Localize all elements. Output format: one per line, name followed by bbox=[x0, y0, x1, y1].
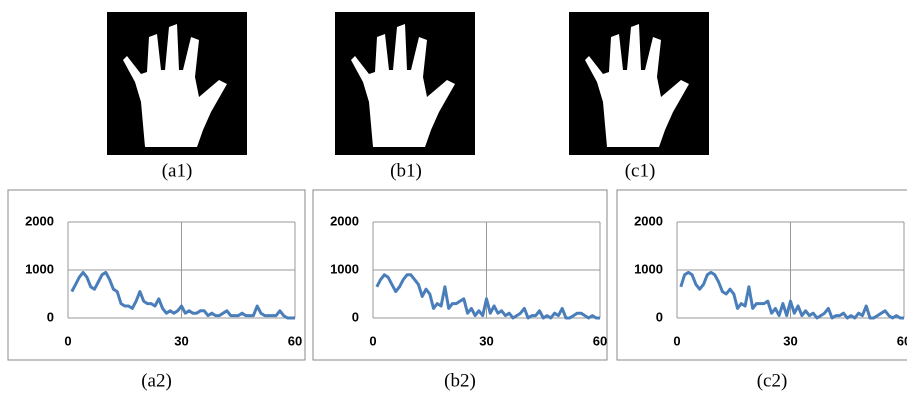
y-tick-label: 1000 bbox=[634, 261, 663, 276]
figure: (a1) (b1) (c1) 0 1000 2000 0 30 60 (a2) 0 1000 20… bbox=[0, 0, 907, 395]
caption: (c2) bbox=[757, 370, 788, 391]
y-tick-label: 0 bbox=[352, 309, 359, 324]
x-tick-label: 30 bbox=[479, 333, 493, 348]
x-tick-label: 0 bbox=[369, 333, 376, 348]
x-tick-label: 60 bbox=[288, 333, 302, 348]
caption: (b2) bbox=[444, 370, 476, 391]
x-tick-label: 0 bbox=[673, 333, 680, 348]
hand-image bbox=[107, 12, 247, 155]
y-tick-label: 2000 bbox=[330, 213, 359, 228]
caption: (c1) bbox=[625, 160, 656, 181]
caption: (b1) bbox=[390, 160, 422, 181]
y-tick-label: 0 bbox=[656, 309, 663, 324]
caption: (a2) bbox=[141, 370, 172, 391]
y-tick-label: 2000 bbox=[25, 213, 54, 228]
x-tick-label: 30 bbox=[174, 333, 188, 348]
y-tick-label: 0 bbox=[47, 309, 54, 324]
data-line bbox=[72, 272, 295, 318]
y-tick-label: 1000 bbox=[330, 261, 359, 276]
y-tick-label: 1000 bbox=[25, 261, 54, 276]
x-tick-label: 0 bbox=[64, 333, 71, 348]
data-line bbox=[681, 272, 904, 318]
y-tick-label: 2000 bbox=[634, 213, 663, 228]
hand-image bbox=[569, 12, 709, 155]
x-tick-label: 60 bbox=[897, 333, 907, 348]
hand-image bbox=[335, 12, 475, 155]
data-line bbox=[377, 275, 600, 318]
caption: (a1) bbox=[162, 160, 193, 181]
x-tick-label: 60 bbox=[593, 333, 607, 348]
x-tick-label: 30 bbox=[783, 333, 797, 348]
